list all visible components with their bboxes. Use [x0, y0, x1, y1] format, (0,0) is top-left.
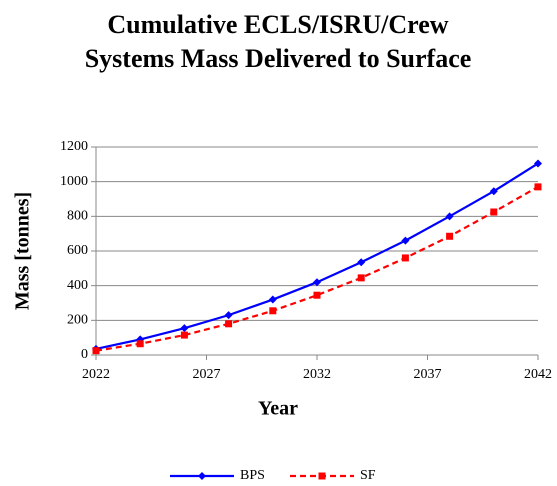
y-tick-label: 800	[67, 209, 88, 224]
y-tick-label: 1200	[60, 139, 88, 154]
point	[534, 159, 542, 168]
point	[401, 236, 410, 245]
point	[313, 291, 321, 299]
point	[446, 232, 454, 240]
x-tick-label: 2022	[82, 367, 110, 382]
y-axis-label: Mass [tonnes]	[12, 192, 34, 310]
point	[180, 324, 189, 333]
x-axis-label: Year	[258, 398, 298, 420]
legend-marker	[198, 472, 206, 480]
point	[224, 311, 233, 320]
y-tick-label: 200	[67, 313, 88, 328]
y-tick-label: 1000	[60, 174, 88, 189]
point	[357, 274, 365, 282]
point	[445, 212, 454, 221]
point	[92, 347, 100, 355]
y-tick-label: 600	[67, 243, 88, 258]
point	[268, 295, 277, 304]
point	[136, 340, 144, 348]
x-tick-label: 2032	[303, 367, 331, 382]
point	[490, 208, 498, 216]
x-tick-label: 2027	[193, 367, 221, 382]
point	[534, 183, 542, 191]
legend-label: BPS	[240, 468, 265, 483]
point	[180, 331, 188, 339]
x-tick-label: 2037	[414, 367, 442, 382]
point	[357, 258, 366, 267]
x-tick-label: 2042	[524, 367, 552, 382]
series-line	[95, 185, 539, 352]
legend-label: SF	[360, 468, 376, 483]
legend-marker	[318, 472, 326, 480]
series-line	[95, 162, 539, 351]
point	[313, 278, 321, 287]
point	[401, 254, 409, 262]
y-tick-label: 0	[81, 347, 88, 362]
point	[489, 187, 498, 196]
chart-title: Cumulative ECLS/ISRU/Crew Systems Mass D…	[84, 10, 472, 73]
point	[269, 307, 277, 315]
point	[225, 320, 233, 328]
y-tick-label: 400	[67, 278, 88, 293]
